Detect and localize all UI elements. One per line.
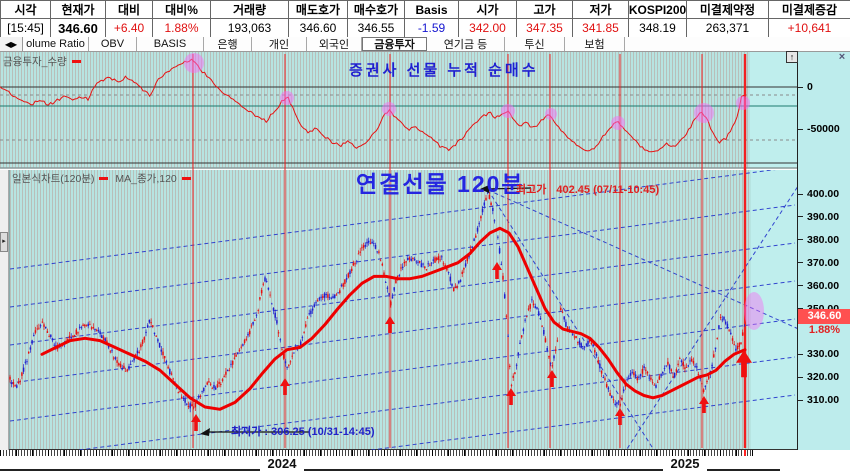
header-label-미결제약정: 미결제약정 bbox=[687, 1, 769, 19]
header-label-고가: 고가 bbox=[517, 1, 573, 19]
y-tick-mark bbox=[798, 262, 803, 264]
low-price-annotation: 최저가 : 306.25 (10/31-14:45) bbox=[231, 426, 375, 438]
header-value-고가: 347.35 bbox=[517, 19, 573, 38]
quote-header: 시각 현재가 대비 대비% 거래량 매도호가 매수호가 Basis 시가 고가 저가 KOSPI200… bbox=[0, 0, 850, 38]
x-axis-line bbox=[0, 469, 780, 471]
upper-plot-gridlines bbox=[0, 52, 750, 168]
tab-금융투자[interactable]: 금융투자 bbox=[362, 37, 427, 51]
price-tick-400: 400.00 bbox=[807, 188, 840, 200]
header-label-저가: 저가 bbox=[573, 1, 629, 19]
collapse-panel-button[interactable]: ↑ bbox=[786, 51, 798, 63]
price-tick-360: 360.00 bbox=[807, 279, 840, 292]
expand-panel-button[interactable]: ▸ bbox=[0, 232, 8, 252]
red-line-swatch-icon bbox=[99, 176, 109, 180]
tab-은행[interactable]: 은행 bbox=[204, 37, 252, 51]
year-label-2024: 2024 bbox=[260, 456, 304, 471]
header-label-대비%: 대비% bbox=[153, 1, 211, 19]
price-tick-330: 330.00 bbox=[807, 348, 840, 361]
y-tick-mark bbox=[798, 353, 803, 355]
y-tick-mark bbox=[798, 193, 803, 195]
high-value: 402.45 (07/11-10:45) bbox=[556, 184, 660, 196]
header-value-대비: +6.40 bbox=[106, 19, 153, 38]
header-label-매수호가: 매수호가 bbox=[348, 1, 405, 19]
price-tick-380: 380.00 bbox=[807, 233, 840, 246]
y-tick-mark bbox=[798, 128, 803, 130]
price-tick-390: 390.00 bbox=[807, 210, 840, 223]
y-tick-mark bbox=[798, 239, 803, 241]
upper-chart-title: 증권사 선물 누적 순매수 bbox=[349, 62, 539, 79]
tab-BASIS[interactable]: BASIS bbox=[137, 37, 204, 51]
header-label-매도호가: 매도호가 bbox=[289, 1, 348, 19]
header-label-거래량: 거래량 bbox=[211, 1, 289, 19]
y-tick-mark bbox=[798, 285, 803, 287]
price-tick-320: 320.00 bbox=[807, 371, 840, 384]
y-tick-mark bbox=[798, 399, 803, 401]
price-axis: 346.60 1.88% 0 -50000 400.00 390.00 380.00 37… bbox=[797, 52, 850, 450]
year-label-2025: 2025 bbox=[663, 456, 707, 471]
tab-OBV[interactable]: OBV bbox=[89, 37, 137, 51]
tab-olume Ratio[interactable]: olume Ratio bbox=[23, 37, 89, 51]
upper-chart-legend: 금융투자_수량 bbox=[3, 54, 85, 69]
chart-region: 금융투자_수량 일본식차트(120분) MA_종가,120 증권사 선물 누적 … bbox=[0, 51, 850, 450]
upper-y-tick--50000: -50000 bbox=[807, 123, 840, 135]
tab-보험[interactable]: 보험 bbox=[565, 37, 625, 51]
close-icon[interactable]: × bbox=[838, 51, 846, 63]
upper-series-label: 금융투자_수량 bbox=[3, 56, 67, 68]
header-label-미결제증감: 미결제증감 bbox=[769, 1, 850, 19]
y-tick-mark bbox=[798, 376, 803, 378]
lower-chart-title: 연결선물 120분 bbox=[356, 171, 525, 197]
lower-chart-plot[interactable] bbox=[9, 170, 797, 450]
header-value-현재가: 346.60 bbox=[51, 19, 106, 38]
price-tick-370: 370.00 bbox=[807, 256, 840, 269]
tab-투신[interactable]: 투신 bbox=[505, 37, 565, 51]
header-value-Basis: -1.59 bbox=[405, 19, 459, 38]
lower-plot-gridlines bbox=[10, 170, 751, 450]
header-label-시가: 시가 bbox=[459, 1, 517, 19]
chart-style-label: 일본식차트(120분) bbox=[12, 173, 95, 185]
current-change-pct: 1.88% bbox=[798, 324, 850, 338]
y-tick-mark bbox=[798, 216, 803, 218]
red-line-swatch-icon bbox=[71, 59, 81, 63]
header-label-대비: 대비 bbox=[106, 1, 153, 19]
current-price-badge: 346.60 bbox=[798, 309, 850, 325]
header-value-시각: [15:45] bbox=[1, 19, 51, 38]
header-value-미결제약정: 263,371 bbox=[687, 19, 769, 38]
header-value-KOSPI200: 348.19 bbox=[629, 19, 687, 38]
y-tick-mark bbox=[798, 86, 803, 88]
x-axis-years: 2024 2025 bbox=[0, 456, 850, 472]
price-tick-310: 310.00 bbox=[807, 394, 840, 407]
tab-연기금 등[interactable]: 연기금 등 bbox=[427, 37, 505, 51]
high-label: 최고가 bbox=[516, 184, 547, 196]
header-value-대비%: 1.88% bbox=[153, 19, 211, 38]
header-value-미결제증감: +10,641 bbox=[769, 19, 850, 38]
high-price-annotation: 최고가 402.45 (07/11-10:45) bbox=[516, 181, 659, 197]
indicator-tabbar: ◀▶ olume Ratio OBV BASIS 은행 개인 외국인 금융투자 연기금 등 투신… bbox=[0, 37, 850, 52]
upper-chart-plot[interactable] bbox=[0, 52, 797, 168]
lower-chart-legend: 일본식차트(120분) MA_종가,120 bbox=[12, 171, 195, 186]
tab-외국인[interactable]: 외국인 bbox=[307, 37, 362, 51]
chart-canvas bbox=[0, 53, 797, 450]
time-ruler[interactable] bbox=[0, 450, 753, 457]
y-tick-mark bbox=[798, 308, 803, 309]
header-label-시각: 시각 bbox=[1, 1, 51, 19]
header-label-Basis: Basis bbox=[405, 1, 459, 19]
left-scroll-strip: ▸ bbox=[0, 170, 9, 450]
red-line-swatch-icon bbox=[181, 176, 191, 180]
upper-y-tick-0: 0 bbox=[807, 81, 813, 93]
ma-label: MA_종가,120 bbox=[115, 173, 177, 185]
header-label-현재가: 현재가 bbox=[51, 1, 106, 19]
tab-개인[interactable]: 개인 bbox=[252, 37, 307, 51]
header-label-KOSPI200: KOSPI200 bbox=[629, 1, 687, 19]
tab-scroll-arrows-icon[interactable]: ◀▶ bbox=[0, 37, 23, 51]
